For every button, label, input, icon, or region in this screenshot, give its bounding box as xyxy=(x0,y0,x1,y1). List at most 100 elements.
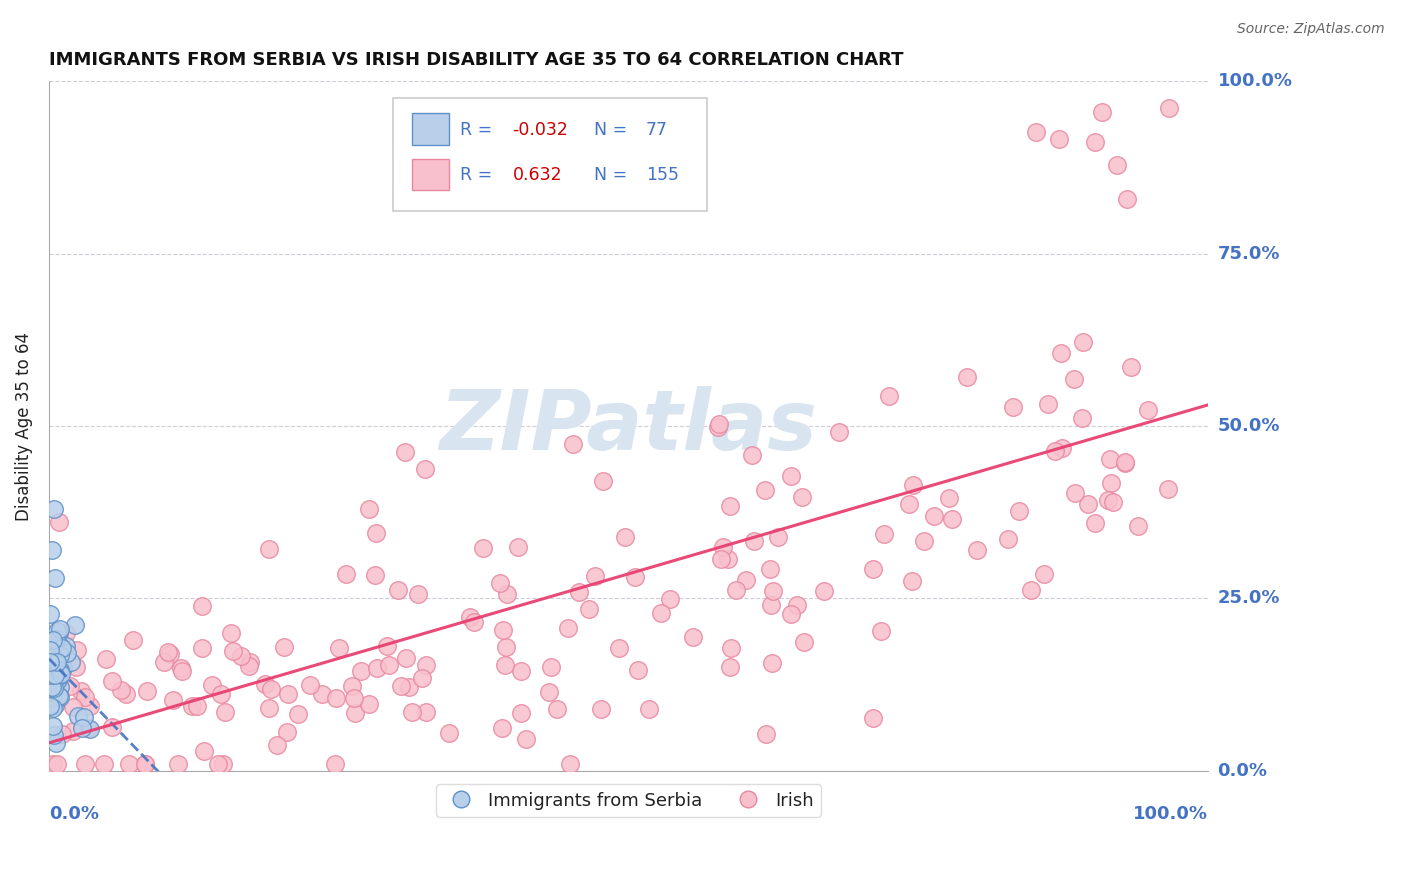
Point xyxy=(48,625,70,640)
Point xyxy=(159,647,181,661)
Point xyxy=(41,653,63,667)
FancyBboxPatch shape xyxy=(394,98,707,211)
Text: 0.632: 0.632 xyxy=(513,166,562,184)
Point xyxy=(134,756,156,771)
Text: 77: 77 xyxy=(645,120,668,138)
Point xyxy=(1126,518,1149,533)
Point xyxy=(49,648,72,663)
Point xyxy=(755,727,778,741)
Point xyxy=(49,690,72,704)
Point xyxy=(578,602,600,616)
Point xyxy=(287,707,309,722)
Text: 75.0%: 75.0% xyxy=(1218,244,1279,263)
Point xyxy=(357,697,380,711)
Point xyxy=(65,659,87,673)
Point xyxy=(201,678,224,692)
Point xyxy=(1007,504,1029,518)
Point xyxy=(364,568,387,582)
Point xyxy=(725,583,748,598)
FancyBboxPatch shape xyxy=(412,159,449,190)
Point xyxy=(55,625,77,640)
Point xyxy=(70,721,93,735)
Point xyxy=(45,670,67,684)
Point xyxy=(49,663,72,677)
Point xyxy=(1091,104,1114,119)
Point xyxy=(1043,443,1066,458)
Point xyxy=(42,632,65,647)
Point xyxy=(509,706,531,720)
Point xyxy=(100,673,122,688)
Point xyxy=(52,661,75,675)
Point xyxy=(870,624,893,639)
Point xyxy=(561,436,583,450)
Point xyxy=(707,417,730,431)
Point xyxy=(717,551,740,566)
Point xyxy=(41,640,63,654)
Point xyxy=(39,665,62,679)
Point xyxy=(560,756,582,771)
Point xyxy=(62,699,84,714)
Point xyxy=(583,568,606,582)
Point xyxy=(42,719,65,733)
Point xyxy=(42,690,65,705)
Point xyxy=(828,425,851,440)
Point xyxy=(38,691,60,706)
Point xyxy=(682,630,704,644)
Point xyxy=(873,527,896,541)
Point xyxy=(877,389,900,403)
Point xyxy=(734,573,756,587)
Point xyxy=(101,720,124,734)
Point xyxy=(276,724,298,739)
Text: R =: R = xyxy=(460,120,492,138)
Point xyxy=(51,727,73,741)
Point xyxy=(41,756,63,771)
Point xyxy=(45,624,67,638)
Point xyxy=(568,585,591,599)
Point xyxy=(181,698,204,713)
Point xyxy=(76,721,98,735)
Point xyxy=(1063,372,1085,386)
Point xyxy=(510,664,533,678)
Point xyxy=(415,706,437,720)
Point xyxy=(46,674,69,689)
Point xyxy=(39,652,62,666)
Point xyxy=(650,606,672,620)
Point xyxy=(51,640,73,655)
Point xyxy=(627,663,650,677)
Text: -0.032: -0.032 xyxy=(513,120,568,138)
Point xyxy=(779,607,801,622)
Point xyxy=(75,756,97,771)
Point xyxy=(41,637,63,651)
Point xyxy=(266,738,288,752)
Point xyxy=(42,677,65,691)
Point xyxy=(1084,516,1107,530)
Point xyxy=(415,657,437,672)
Point xyxy=(718,500,741,514)
Point xyxy=(342,680,364,694)
Point xyxy=(366,661,388,675)
Point xyxy=(41,668,63,682)
Point xyxy=(401,705,423,719)
Point xyxy=(44,648,66,663)
Point xyxy=(298,678,321,692)
Point xyxy=(59,655,82,669)
Point xyxy=(537,684,560,698)
Point xyxy=(546,702,568,716)
Point xyxy=(941,512,963,526)
Point xyxy=(41,701,63,715)
Point xyxy=(471,541,494,555)
Point xyxy=(41,687,63,701)
Point xyxy=(710,552,733,566)
Point xyxy=(1070,410,1092,425)
Point xyxy=(260,681,283,696)
Point xyxy=(395,651,418,665)
Point xyxy=(938,491,960,505)
Point xyxy=(793,635,815,649)
Point xyxy=(49,681,72,695)
Point xyxy=(254,677,277,691)
Point xyxy=(375,640,398,654)
Point xyxy=(115,687,138,701)
Point xyxy=(1107,157,1129,171)
Y-axis label: Disability Age 35 to 64: Disability Age 35 to 64 xyxy=(15,332,32,521)
Point xyxy=(813,583,835,598)
